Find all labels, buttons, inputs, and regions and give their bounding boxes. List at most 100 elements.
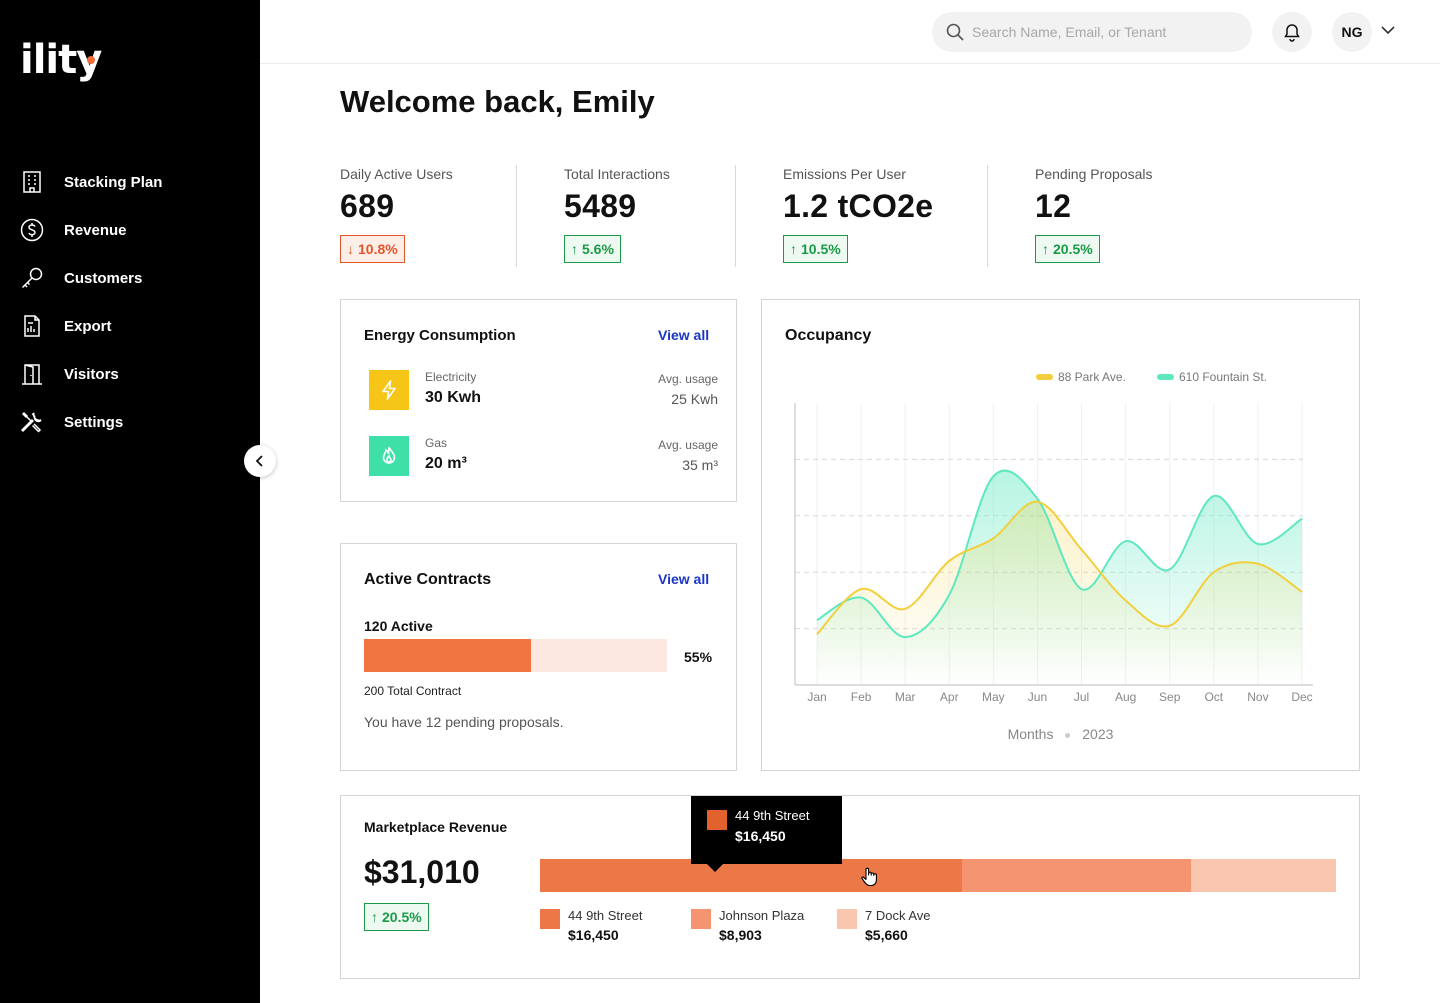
sidebar-item-label: Settings [64, 413, 124, 431]
x-tick-label: Jan [807, 690, 826, 704]
stat-daily-active-users: Daily Active Users 689 ↓ 10.8% [340, 166, 453, 263]
legend-swatch [1157, 374, 1174, 380]
energy-view-all-link[interactable]: View all [658, 327, 710, 343]
x-axis-title: Months [1007, 726, 1054, 742]
revenue-bar-segment-johnson-plaza[interactable] [962, 859, 1191, 892]
stat-label: Pending Proposals [1035, 166, 1153, 182]
revenue-total: $31,010 [364, 854, 480, 890]
collapse-sidebar-button[interactable] [244, 445, 276, 477]
key-icon [21, 267, 43, 289]
legend-value: $8,903 [719, 927, 762, 943]
sidebar-item-export[interactable]: Export [0, 302, 260, 350]
contracts-view-all-link[interactable]: View all [658, 571, 710, 587]
legend-swatch [691, 909, 711, 929]
x-tick-label: Nov [1247, 690, 1268, 704]
legend-value: $16,450 [568, 927, 619, 943]
legend-value: $5,660 [865, 927, 908, 943]
sidebar-item-stacking-plan[interactable]: Stacking Plan [0, 158, 260, 206]
logo-dot [87, 56, 95, 64]
flame-icon [382, 446, 396, 464]
legend-name: 44 9th Street [568, 908, 643, 923]
status-badge: ↓ 10.8% [340, 235, 405, 263]
chevron-left-icon [255, 455, 263, 467]
status-badge: ↑ 5.6% [564, 235, 621, 263]
gas-icon-tile [369, 436, 409, 476]
legend-item: 88 Park Ave. [1036, 370, 1126, 384]
change-value: 20.5% [382, 909, 422, 925]
avg-usage-label: Avg. usage [658, 438, 718, 452]
x-tick-label: Mar [895, 690, 916, 704]
arrow-down-icon: ↓ [347, 241, 354, 257]
legend-item: 610 Fountain St. [1157, 370, 1267, 384]
stat-value: 12 [1035, 188, 1072, 224]
avg-usage-label: Avg. usage [658, 372, 718, 386]
active-count-label: 120 Active [364, 618, 433, 634]
energy-consumption-card: Energy Consumption View all Electricity … [340, 299, 737, 502]
x-tick-label: Jul [1074, 690, 1089, 704]
search-input[interactable] [972, 24, 1232, 40]
occupancy-chart: Jan Feb Mar Apr May Jun Jul Aug Sep Oct Nov Dec [794, 403, 1313, 704]
stat-label: Emissions Per User [783, 166, 906, 182]
occupancy-card: Occupancy 88 Park Ave. 610 Fountain St. … [761, 299, 1360, 771]
bell-icon [1284, 24, 1300, 42]
contracts-progress-fill [364, 639, 531, 672]
status-badge: ↑ 20.5% [1035, 235, 1100, 263]
tooltip-name: 44 9th Street [735, 808, 810, 823]
card-title: Occupancy [785, 327, 872, 344]
x-tick-label: Feb [851, 690, 872, 704]
arrow-up-icon: ↑ [790, 241, 797, 257]
status-badge: ↑ 10.5% [783, 235, 848, 263]
arrow-up-icon: ↑ [571, 241, 578, 257]
card-title: Marketplace Revenue [364, 819, 508, 835]
tooltip-swatch [707, 810, 727, 830]
change-value: 20.5% [1053, 241, 1093, 257]
separator-dot [1065, 732, 1071, 738]
avatar[interactable]: NG [1332, 12, 1372, 52]
avg-usage-value: 25 Kwh [671, 391, 718, 407]
revenue-bar-segment-7-dock-ave[interactable] [1190, 859, 1336, 892]
contracts-progress-bar [364, 639, 667, 672]
divider [987, 165, 988, 267]
energy-value: 30 Kwh [425, 389, 482, 406]
chevron-down-icon[interactable] [1380, 22, 1396, 38]
pending-proposals-text: You have 12 pending proposals. [364, 714, 564, 730]
sidebar-item-visitors[interactable]: Visitors [0, 350, 260, 398]
change-value: 5.6% [582, 241, 614, 257]
legend-name: 7 Dock Ave [865, 908, 931, 923]
divider [516, 165, 517, 267]
stat-label: Total Interactions [564, 166, 670, 182]
stat-pending-proposals: Pending Proposals 12 ↑ 20.5% [1035, 166, 1153, 263]
divider [735, 165, 736, 267]
change-value: 10.5% [801, 241, 841, 257]
sidebar-nav: Stacking Plan Revenue Customers Export V… [0, 158, 260, 446]
revenue-bar-segment-44-9th-street[interactable] [540, 859, 963, 892]
card-title: Active Contracts [364, 571, 492, 588]
topbar: NG [260, 0, 1440, 64]
total-contract-label: 200 Total Contract [364, 684, 462, 698]
legend-swatch [540, 909, 560, 929]
progress-percent: 55% [684, 649, 713, 665]
tooltip-arrow [706, 863, 724, 872]
legend-label: 610 Fountain St. [1179, 370, 1268, 384]
sidebar-item-revenue[interactable]: Revenue [0, 206, 260, 254]
sidebar-item-label: Revenue [64, 221, 127, 239]
notifications-button[interactable] [1272, 12, 1312, 52]
door-icon [22, 364, 42, 385]
energy-label: Electricity [425, 370, 477, 384]
sidebar-item-settings[interactable]: Settings [0, 398, 260, 446]
electricity-icon-tile [369, 370, 409, 410]
page-title: Welcome back, Emily [340, 84, 655, 119]
card-title: Energy Consumption [364, 327, 516, 344]
x-tick-label: Apr [940, 690, 959, 704]
stat-value: 689 [340, 188, 395, 224]
sidebar-item-customers[interactable]: Customers [0, 254, 260, 302]
x-tick-label: Sep [1159, 690, 1181, 704]
sidebar-item-label: Stacking Plan [64, 173, 163, 191]
series-88-park-ave-line [816, 500, 1303, 635]
arrow-up-icon: ↑ [1042, 241, 1049, 257]
search-box [932, 12, 1252, 52]
hand-cursor-icon [861, 867, 877, 887]
chart-footer: Months 2023 [762, 726, 1359, 742]
year-label: 2023 [1082, 726, 1114, 742]
x-tick-label: Dec [1291, 690, 1312, 704]
